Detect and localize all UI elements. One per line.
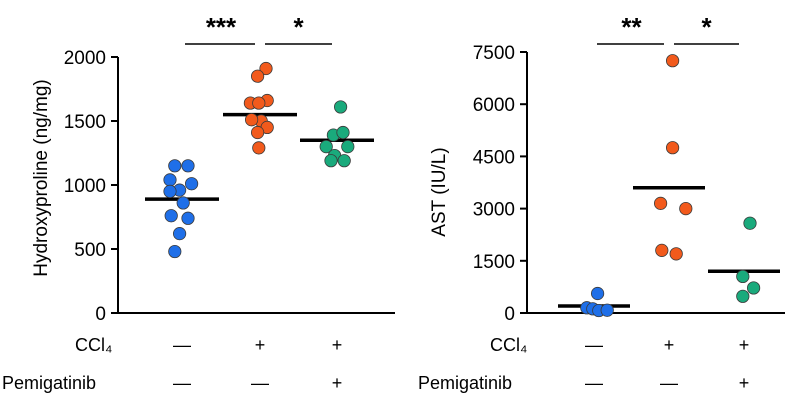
pemigatinib-value-vehicle: — — [173, 373, 191, 393]
data-point — [669, 247, 683, 261]
data-point — [590, 286, 605, 301]
ccl4-value-ccl4: + — [664, 335, 675, 355]
ccl4-label: CCl₄ — [490, 335, 527, 355]
y-tick-label: 3000 — [473, 200, 515, 221]
data-point — [259, 61, 273, 76]
data-point — [333, 100, 348, 114]
y-tick-label: 0 — [95, 304, 106, 325]
data-point — [251, 125, 265, 140]
pemigatinib-value-pemigatinib: + — [332, 373, 343, 393]
data-points — [580, 54, 761, 318]
data-point — [743, 216, 757, 230]
data-point — [251, 69, 265, 83]
significance-label: * — [701, 12, 712, 42]
y-tick-label: 1500 — [473, 252, 515, 273]
data-point — [173, 227, 187, 241]
ccl4-value-vehicle: — — [585, 335, 603, 355]
ccl4-value-vehicle: — — [173, 335, 191, 355]
pemigatinib-label: Pemigatinib — [2, 373, 96, 393]
data-point — [336, 125, 350, 140]
data-point — [655, 243, 669, 257]
data-point — [600, 303, 614, 317]
y-tick-label: 1500 — [64, 112, 106, 133]
data-point — [319, 140, 333, 154]
data-points — [163, 61, 355, 259]
data-point — [185, 177, 199, 191]
significance-label: *** — [206, 12, 237, 42]
y-tick-label: 1000 — [64, 176, 106, 197]
hydroxyproline-chart: Hydroxyproline (ng/mg) 0500100015002000 … — [2, 12, 395, 393]
data-point — [341, 140, 355, 154]
data-point — [653, 196, 668, 210]
data-point — [252, 141, 266, 155]
data-point — [746, 281, 761, 295]
data-point — [324, 154, 338, 168]
y-tick-label: 7500 — [473, 43, 515, 64]
data-point — [665, 54, 680, 68]
ccl4-value-pemigatinib: + — [332, 335, 343, 355]
y-tick-label: 6000 — [473, 95, 515, 116]
data-point — [176, 196, 190, 210]
group-means — [558, 185, 780, 308]
y-tick-label: 500 — [74, 240, 106, 261]
y-ticks: 0 500 1000 1500 2000 — [64, 48, 118, 325]
data-point — [252, 96, 266, 110]
y-axis-label: Hydroxyproline (ng/mg) — [31, 79, 52, 276]
data-point — [181, 211, 195, 225]
data-point — [168, 244, 182, 259]
pemigatinib-label: Pemigatinib — [418, 373, 512, 393]
ccl4-label: CCl₄ — [75, 335, 112, 355]
y-tick-label: 0 — [504, 304, 515, 325]
pemigatinib-value-ccl4: — — [660, 373, 678, 393]
significance-label: ** — [621, 12, 642, 42]
ccl4-value-pemigatinib: + — [739, 335, 750, 355]
y-tick-label: 2000 — [64, 48, 106, 69]
data-point — [168, 159, 182, 173]
data-point — [181, 159, 195, 173]
y-axis-label: AST (IU/L) — [429, 147, 450, 236]
data-point — [163, 184, 177, 198]
data-point — [164, 209, 178, 223]
pemigatinib-value-vehicle: — — [585, 373, 603, 393]
data-point — [679, 202, 693, 216]
significance-label: * — [293, 12, 304, 42]
data-point — [163, 173, 177, 187]
data-point — [736, 289, 750, 303]
significance-brackets: ** * — [597, 12, 739, 45]
pemigatinib-value-pemigatinib: + — [739, 373, 750, 393]
y-ticks: 0 1500 3000 4500 6000 7500 — [473, 43, 527, 325]
data-point — [736, 269, 750, 284]
significance-brackets: *** * — [185, 12, 332, 45]
pemigatinib-value-ccl4: — — [251, 373, 269, 393]
ccl4-value-ccl4: + — [255, 335, 266, 355]
y-tick-label: 4500 — [473, 147, 515, 168]
data-point — [665, 141, 680, 155]
data-point — [337, 154, 351, 168]
data-point — [245, 113, 259, 127]
